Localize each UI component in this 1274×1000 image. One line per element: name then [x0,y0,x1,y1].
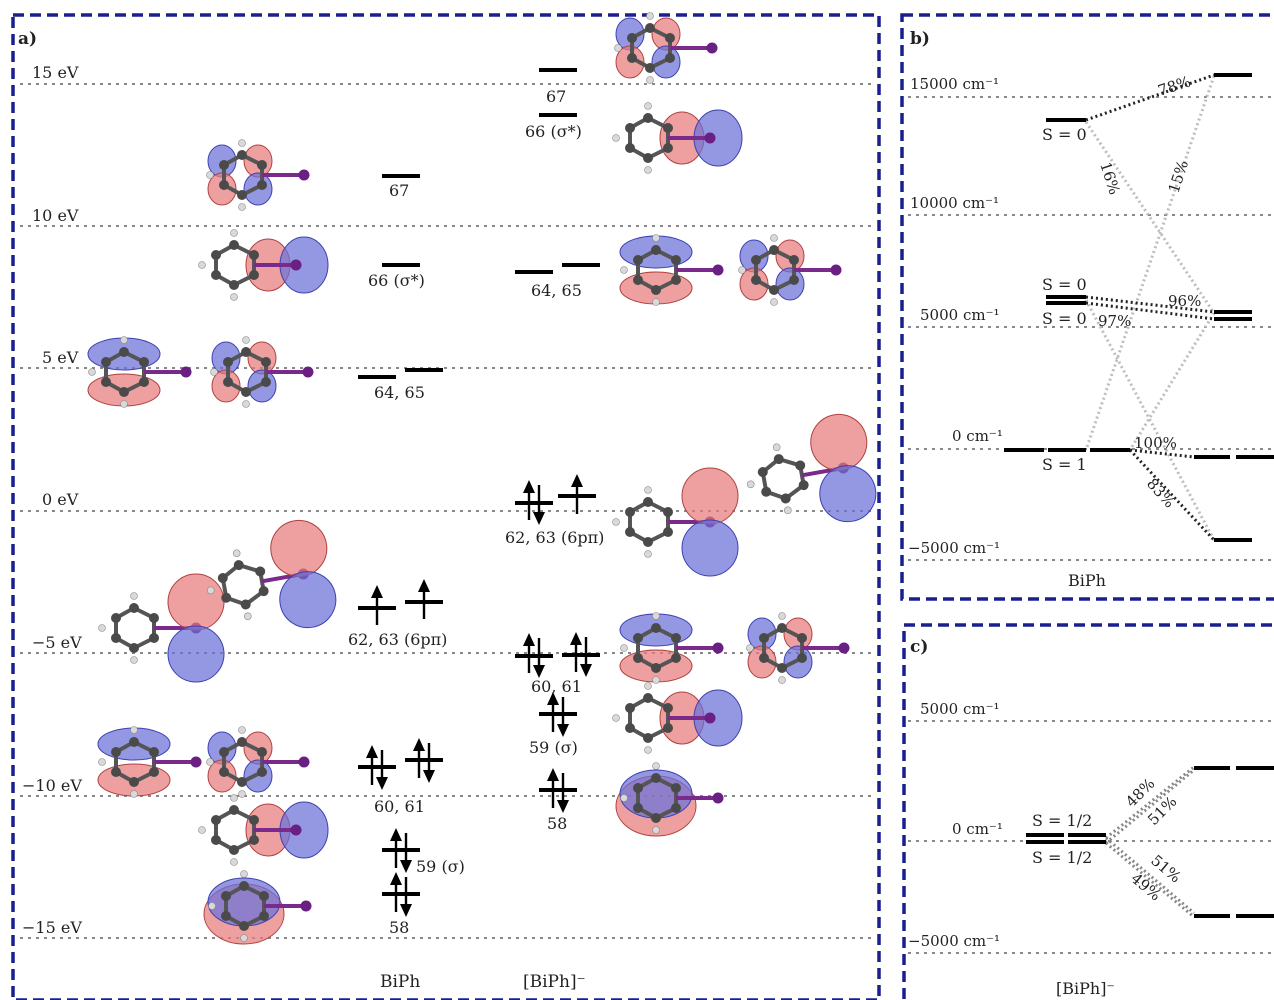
orbital-biph-61 [207,727,310,798]
biph-level-6263-label: 62, 63 (6pπ) [348,630,447,649]
biph-level-6061-label: 60, 61 [374,797,425,816]
biph-level-6465-label: 64, 65 [374,383,425,402]
b-state-s0-b: S = 0 [1042,309,1087,328]
anion-level-6465-label: 64, 65 [531,281,582,300]
panel-c: c) 5000 cm⁻¹ 0 cm⁻¹ −5000 cm⁻¹ S = 1/2 S… [902,623,1274,1000]
axis-label-0ev: 0 eV [42,490,79,509]
orbital-anion-60 [620,613,724,684]
anion-level-58-label: 58 [547,814,567,833]
axis-label-m10ev: −10 eV [22,776,82,795]
c-axis-m5000: −5000 cm⁻¹ [908,932,1000,950]
axis-label-10ev: 10 eV [32,206,79,225]
panel-a-label: a) [18,29,37,49]
axis-label-m15ev: −15 eV [22,918,82,937]
column-label-biph: BiPh [380,972,420,992]
orbital-biph-64 [88,337,192,408]
c-pct-51a: 51% [1144,793,1180,829]
biph-levels: 67 66 (σ*) 64, 65 62, 63 (6pπ) 60, 61 59… [348,174,465,937]
axis-label-15ev: 15 eV [32,63,79,82]
b-pct-83: 83% [1143,475,1179,512]
orbital-biph-65 [211,337,314,408]
anion-level-6263-label: 62, 63 (6pπ) [505,528,604,547]
biph-orbital-images [88,140,340,945]
column-label-anion: [BiPh]⁻ [523,972,586,992]
orbital-anion-63 [738,410,880,538]
orbital-anion-58 [616,763,724,837]
b-pct-15: 15% [1165,158,1192,195]
panel-b: b) 15000 cm⁻¹ 10000 cm⁻¹ 5000 cm⁻¹ 0 cm⁻… [900,13,1274,601]
b-pct-96: 96% [1168,292,1201,310]
anion-levels: 67 66 (σ*) 64, 65 62, 63 (6pπ) 60, 61 59… [505,68,604,833]
anion-level-6061-label: 60, 61 [531,677,582,696]
orbital-anion-66 [613,103,743,174]
orbital-anion-59 [613,683,743,754]
orbital-anion-61 [747,613,850,684]
anion-level-59-label: 59 (σ) [529,738,578,757]
orbital-biph-63 [198,516,340,644]
b-state-s1: S = 1 [1042,455,1087,474]
c-state-half-a: S = 1/2 [1032,811,1092,830]
energy-gridlines [20,83,872,939]
orbital-biph-66 [199,230,329,301]
c-axis-5000: 5000 cm⁻¹ [920,700,1000,718]
orbital-biph-58 [204,871,312,945]
anion-electrons [523,474,592,813]
orbital-biph-59 [199,795,329,866]
panel-c-label: c) [910,637,928,657]
orbital-biph-62 [99,574,225,682]
energy-axis-labels: 15 eV 10 eV 5 eV 0 eV −5 eV −10 eV −15 e… [22,63,82,937]
axis-label-m5ev: −5 eV [32,633,82,652]
c-axis-0: 0 cm⁻¹ [952,820,1003,838]
axis-label-5ev: 5 eV [42,348,79,367]
b-axis-5000: 5000 cm⁻¹ [920,306,1000,324]
biph-electrons [366,579,435,917]
orbital-biph-67 [207,140,310,211]
anion-level-67-label: 67 [546,87,566,106]
orbital-anion-62 [613,468,739,576]
b-caption: BiPh [1068,571,1106,590]
b-pct-78: 78% [1156,72,1193,99]
b-pct-16: 16% [1096,160,1123,197]
b-axis-10000: 10000 cm⁻¹ [910,194,999,212]
panel-a: a) 15 eV 10 eV 5 eV 0 eV −5 eV −10 eV −1… [11,13,881,1000]
anion-orbital-images [613,13,881,837]
biph-level-58-label: 58 [389,918,409,937]
panel-b-label: b) [910,29,930,49]
b-pct-100: 100% [1134,434,1177,452]
biph-level-59-label: 59 (σ) [416,857,465,876]
panel-b-border [900,13,1274,601]
panel-c-border [902,623,1274,1000]
biph-level-67-label: 67 [389,181,409,200]
c-caption: [BiPh]⁻ [1056,979,1115,998]
b-pct-97: 97% [1098,312,1131,330]
orbital-anion-64 [620,235,724,306]
c-state-half-b: S = 1/2 [1032,848,1092,867]
panel-a-border [11,13,881,1000]
orbital-biph-60 [98,727,202,798]
anion-level-66-label: 66 (σ*) [525,122,582,141]
b-axis-0: 0 cm⁻¹ [952,427,1003,445]
b-axis-15000: 15000 cm⁻¹ [910,75,999,93]
b-state-s0-a: S = 0 [1042,275,1087,294]
orbital-anion-65 [739,235,842,306]
b-state-s0-top: S = 0 [1042,125,1087,144]
b-axis-m5000: −5000 cm⁻¹ [908,539,1000,557]
orbital-anion-67 [615,13,718,84]
biph-level-66-label: 66 (σ*) [368,271,425,290]
